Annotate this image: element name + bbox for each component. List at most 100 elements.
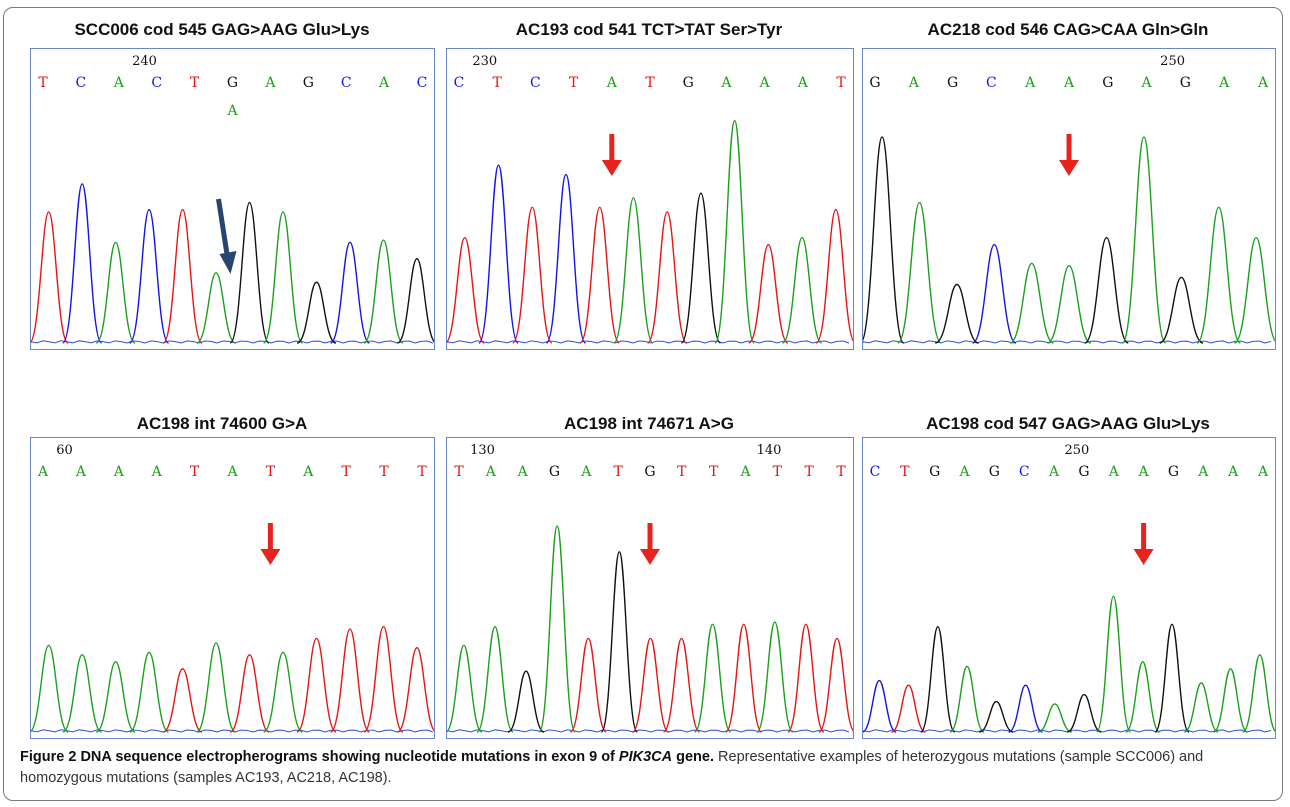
trace-peak xyxy=(949,665,985,733)
electropherogram-svg: 130 140 T A A G A T G T T A T T T xyxy=(447,443,853,733)
trace-peak xyxy=(725,623,763,733)
base-call: A xyxy=(1048,464,1060,480)
base-call: G xyxy=(1168,464,1179,480)
base-call: G xyxy=(1180,75,1191,91)
base-call: C xyxy=(341,75,352,91)
base-call: A xyxy=(1197,464,1209,480)
trace-peak xyxy=(979,700,1014,733)
trace-peak xyxy=(569,637,607,733)
trace-peak xyxy=(31,211,69,344)
base-call: G xyxy=(989,464,1000,480)
caption-title: DNA sequence electropherograms showing n… xyxy=(80,749,615,765)
trace-peak xyxy=(397,647,434,733)
base-call: G xyxy=(683,75,694,91)
base-call: T xyxy=(836,75,846,91)
base-call: A xyxy=(1108,464,1120,480)
base-call: A xyxy=(1063,75,1075,91)
trace-baseline xyxy=(447,340,850,344)
trace-peak xyxy=(971,244,1017,344)
trace-peak xyxy=(507,670,545,733)
trace-peak xyxy=(693,623,732,733)
trace-peak xyxy=(934,283,979,344)
base-call: G xyxy=(869,75,880,91)
trace-peak xyxy=(863,679,897,733)
caption-gene-suffix: gene. xyxy=(676,749,715,765)
base-call: T xyxy=(379,464,389,480)
trace-peak xyxy=(1009,262,1054,344)
base-call: T xyxy=(342,464,352,480)
trace-baseline xyxy=(31,340,434,344)
base-call: G xyxy=(929,464,940,480)
base-call: T xyxy=(836,464,846,480)
trace-peak xyxy=(129,651,170,733)
base-call: C xyxy=(76,75,87,91)
base-call: A xyxy=(378,75,390,91)
trace-peak xyxy=(512,206,553,344)
trace-peak xyxy=(631,637,670,733)
trace-peak xyxy=(662,637,701,733)
mutation-arrow xyxy=(1133,523,1154,565)
base-call: A xyxy=(264,75,276,91)
trace-peak xyxy=(1047,265,1092,344)
trace-peak xyxy=(1154,623,1190,733)
trace-peak xyxy=(1008,684,1043,733)
trace-peak xyxy=(600,551,639,733)
mutation-arrow xyxy=(640,523,660,565)
base-call: A xyxy=(759,75,771,91)
base-call: G xyxy=(947,75,958,91)
base-call: A xyxy=(485,464,497,480)
panel-title: AC198 int 74671 A>G xyxy=(564,414,734,433)
base-call: C xyxy=(151,75,162,91)
trace-peak xyxy=(1159,276,1204,344)
trace-peak xyxy=(1066,693,1102,733)
base-call: A xyxy=(151,464,163,480)
trace-peak xyxy=(162,668,203,733)
base-call: A xyxy=(1024,75,1036,91)
electropherogram-svg: 60A A A A T A T A T T T xyxy=(31,443,434,733)
trace-peak xyxy=(579,206,620,344)
base-call: A xyxy=(1218,75,1230,91)
trace-peak xyxy=(781,236,823,344)
position-number: 250 xyxy=(1160,54,1185,69)
electropherogram-svg: 250 C T G A G C A G A A G A A A xyxy=(863,443,1275,733)
trace-baseline xyxy=(31,729,434,733)
base-call: T xyxy=(569,75,579,91)
panel-title: AC198 int 74600 G>A xyxy=(136,414,308,433)
base-call: A xyxy=(75,464,87,480)
base-call: A xyxy=(580,464,592,480)
base-call: A xyxy=(606,75,618,91)
panel-title: AC218 cod 546 CAG>CAA Gln>Gln xyxy=(927,20,1209,39)
trace-peak xyxy=(1095,595,1132,733)
base-call: A xyxy=(1257,464,1269,480)
position-number: 250 xyxy=(1065,443,1090,458)
trace-peak xyxy=(447,236,486,344)
trace-peak xyxy=(818,637,853,733)
base-call: G xyxy=(1102,75,1113,91)
trace-peak xyxy=(329,241,371,344)
base-call: T xyxy=(773,464,783,480)
trace-peak xyxy=(1125,661,1161,733)
trace-peak xyxy=(863,136,905,344)
mutation-arrow xyxy=(216,198,237,274)
trace-baseline xyxy=(863,340,1272,344)
mutation-arrow xyxy=(601,134,622,176)
caption-gene: PIK3CA xyxy=(618,749,673,765)
trace-peak xyxy=(1196,206,1242,344)
panel-title: AC198 cod 547 GAG>AAG Glu>Lys xyxy=(926,414,1210,433)
trace-peak xyxy=(95,241,136,344)
figure-frame xyxy=(3,7,1283,801)
trace-peak xyxy=(714,119,755,344)
caption-body: Representative examples of heterozygous … xyxy=(20,749,1204,786)
base-call: A xyxy=(113,464,125,480)
electropherogram-svg: 230 C T C T A T G A A A T xyxy=(447,54,853,344)
base-call: A xyxy=(1141,75,1153,91)
trace-peak xyxy=(891,684,926,733)
mutation-arrow xyxy=(1059,134,1079,176)
trace-peak xyxy=(296,281,337,344)
trace-peak xyxy=(756,621,794,733)
base-call: A xyxy=(739,464,751,480)
base-call: A xyxy=(1138,464,1150,480)
secondary-base-call: A xyxy=(226,103,238,119)
base-call: A xyxy=(517,464,529,480)
base-call: A xyxy=(113,75,125,91)
